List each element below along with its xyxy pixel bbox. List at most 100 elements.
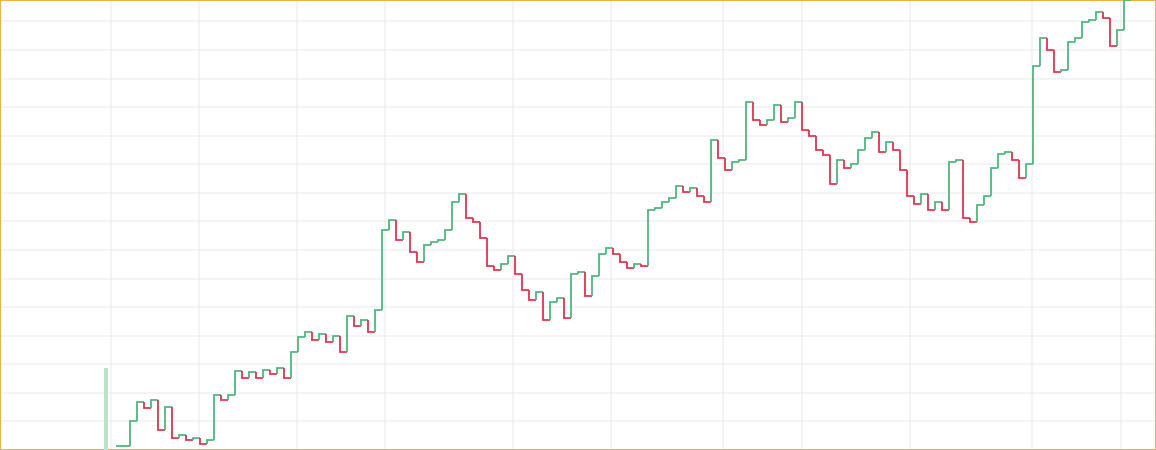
step [129,420,137,446]
step [227,394,235,400]
step [689,187,697,192]
step [920,193,928,204]
step [1032,65,1040,164]
step [283,368,291,379]
step [780,105,788,123]
step [675,185,683,198]
step [976,204,984,222]
step [262,369,270,378]
step [234,370,242,395]
step [402,231,410,240]
step [850,163,858,168]
step [885,141,893,152]
step [1095,11,1103,20]
step [829,155,837,185]
step [1109,18,1117,47]
step [1018,160,1026,179]
step [346,315,354,352]
step [388,219,396,230]
step [857,149,865,164]
step [1025,163,1033,178]
step [458,193,466,202]
step [766,119,774,125]
step [542,292,550,321]
step [794,101,802,118]
step [276,367,284,374]
step [661,201,669,208]
step [892,142,900,151]
step [332,335,340,342]
step [164,406,172,430]
step [948,161,956,210]
step [192,437,200,440]
step [409,232,417,253]
step [178,434,186,438]
step [738,159,746,162]
step [1060,69,1068,72]
step [815,136,823,151]
step [1088,19,1096,22]
step [801,102,809,131]
step [248,371,256,378]
step [906,170,914,197]
step [955,159,963,162]
step [878,132,886,153]
step [619,254,627,263]
step [360,319,368,326]
step [605,247,613,254]
step [647,209,655,266]
step [696,188,704,197]
step [836,159,844,184]
step [1046,38,1054,51]
step [1116,29,1124,46]
step [717,140,725,159]
step [206,439,214,444]
step [563,298,571,319]
step [654,207,662,210]
step [626,262,634,269]
step [640,264,648,267]
step [486,238,494,267]
step [150,399,158,408]
step [528,290,536,301]
step [570,273,578,318]
step [269,370,277,375]
step [199,438,207,445]
step [171,407,179,439]
step [136,401,144,421]
step [556,297,564,302]
step [934,201,942,210]
step [710,139,718,202]
step [983,195,991,205]
step [318,333,326,340]
step [1123,0,1131,30]
step [703,196,711,203]
step [668,197,676,202]
step [500,263,508,270]
step [472,218,480,223]
step [745,101,753,160]
step [997,153,1005,168]
step [437,239,445,242]
step [255,372,263,379]
step [843,160,851,169]
step [297,336,305,352]
step [724,158,732,171]
step [752,102,760,121]
step [773,104,781,120]
step [535,291,543,300]
step [185,435,193,441]
step [584,272,592,297]
step [311,332,319,341]
step [591,275,599,296]
step [633,263,641,268]
step [479,222,487,239]
step [514,256,522,275]
step [367,320,375,333]
step [941,202,949,211]
step [423,244,431,262]
step [1039,37,1047,66]
step [521,274,529,291]
step [549,301,557,320]
